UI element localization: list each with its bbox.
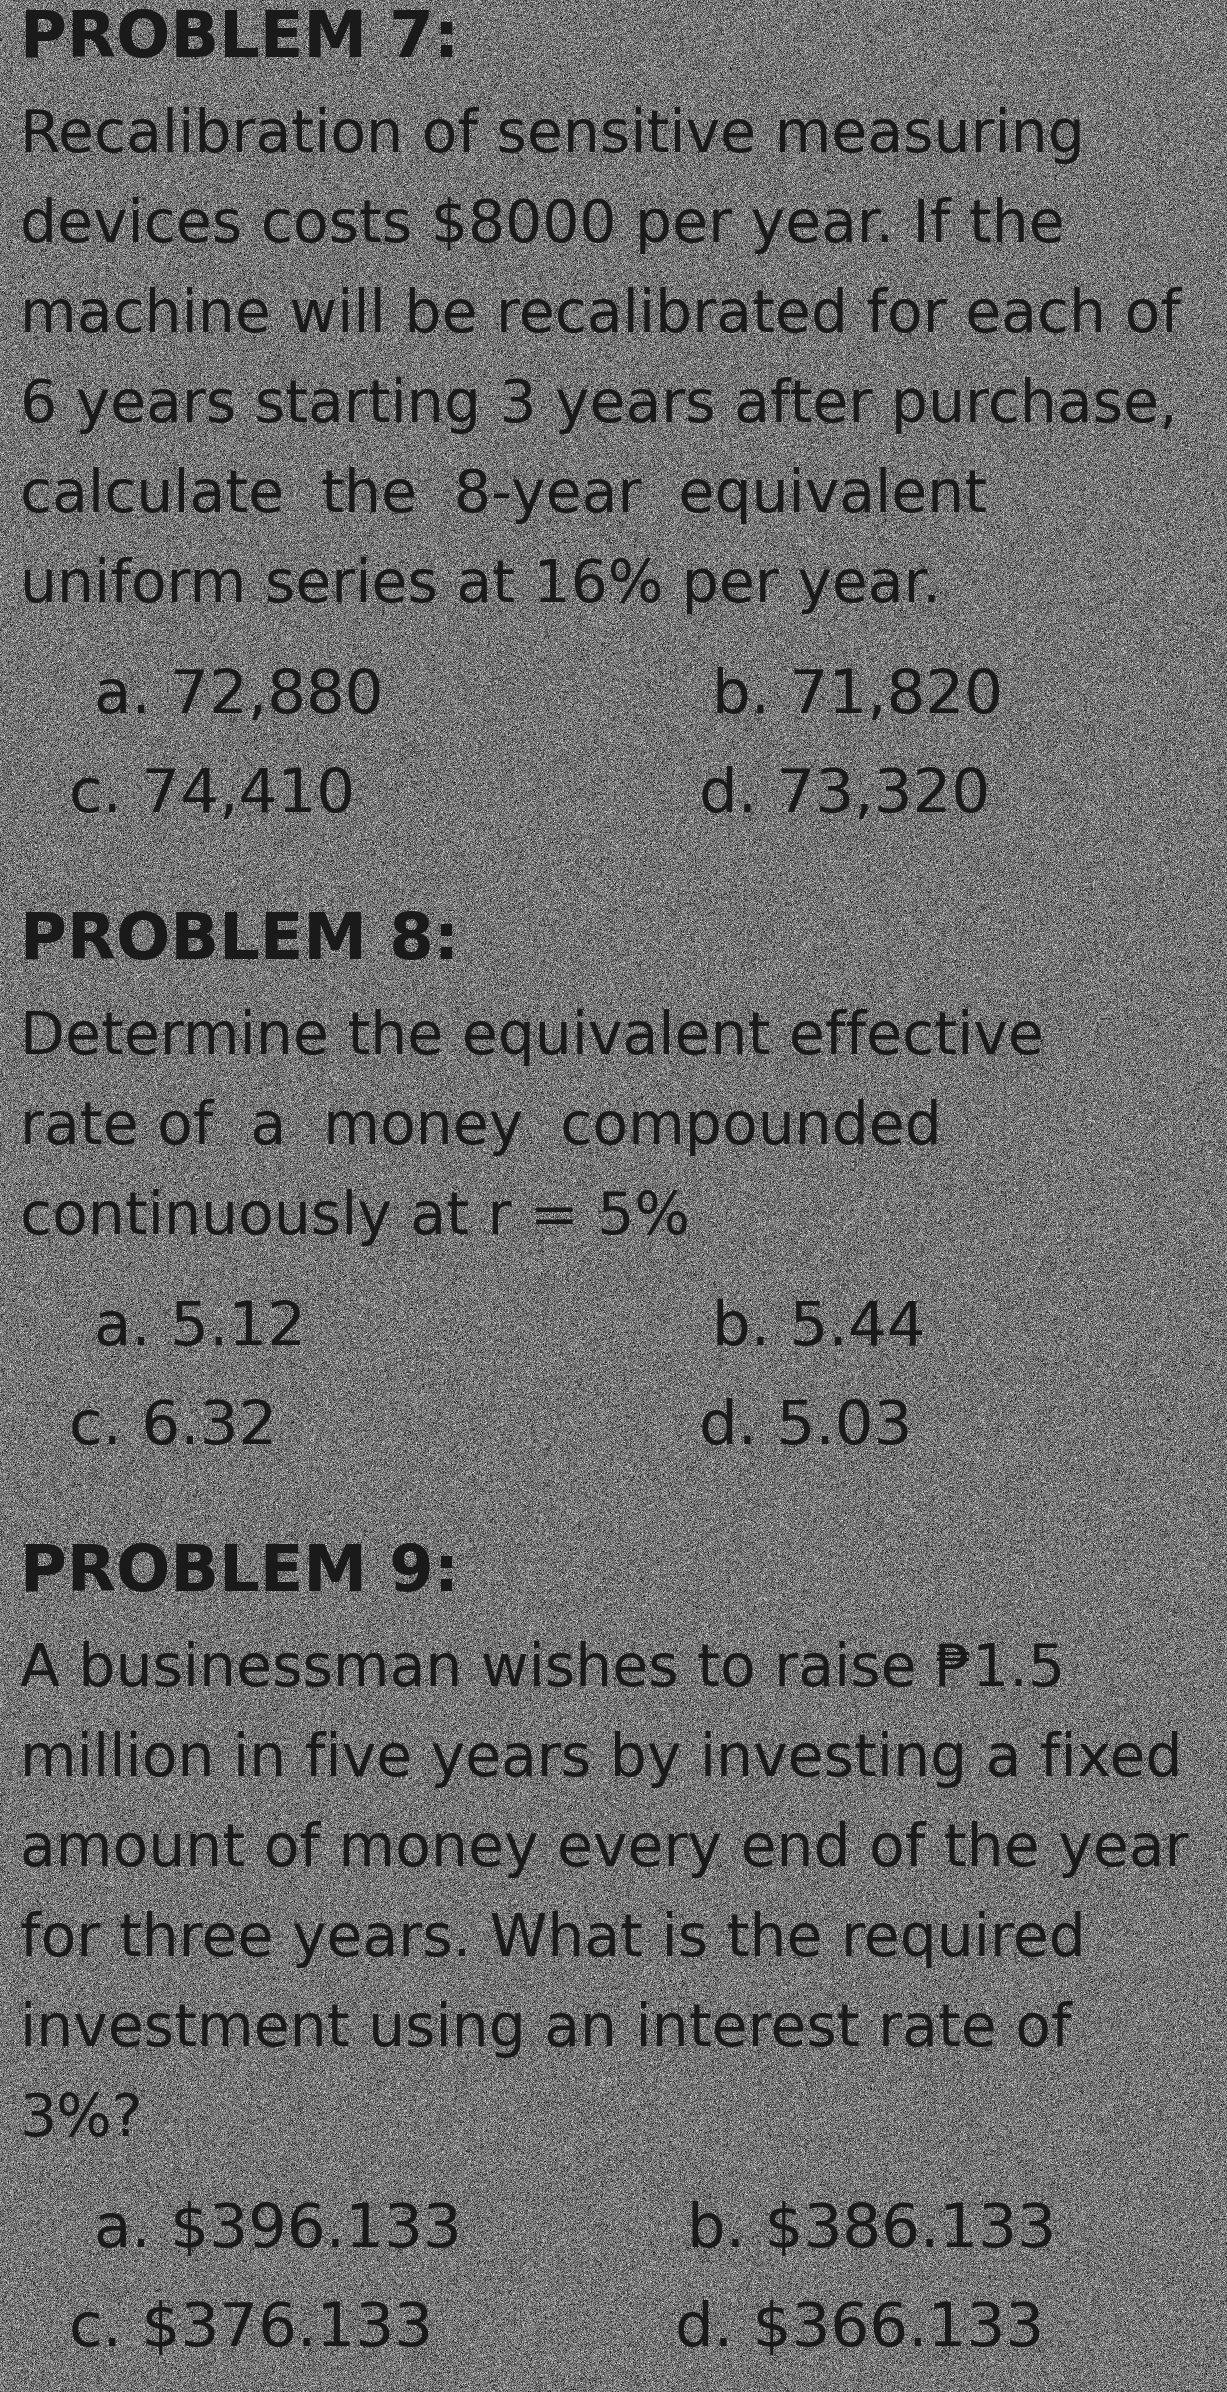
Text: a. $396.133: a. $396.133 <box>93 2201 461 2260</box>
Text: b. 5.44: b. 5.44 <box>712 1299 925 1359</box>
Text: for three years. What is the required: for three years. What is the required <box>20 1911 1086 1969</box>
Text: a. 72,880: a. 72,880 <box>93 667 383 727</box>
Text: c. $376.133: c. $376.133 <box>69 2301 433 2359</box>
Text: amount of money every end of the year: amount of money every end of the year <box>20 1820 1189 1878</box>
Text: d. 73,320: d. 73,320 <box>699 765 990 825</box>
Text: Recalibration of sensitive measuring: Recalibration of sensitive measuring <box>20 108 1085 165</box>
Text: 3%?: 3%? <box>20 2091 144 2148</box>
Text: devices costs $8000 per year. If the: devices costs $8000 per year. If the <box>20 196 1065 254</box>
Text: b. 71,820: b. 71,820 <box>712 667 1002 727</box>
Text: 6 years starting 3 years after purchase,: 6 years starting 3 years after purchase, <box>20 378 1178 433</box>
Text: investment using an interest rate of: investment using an interest rate of <box>20 2002 1071 2057</box>
Text: rate of  a  money  compounded: rate of a money compounded <box>20 1098 942 1155</box>
Text: d. 5.03: d. 5.03 <box>699 1397 913 1457</box>
Text: continuously at r = 5%: continuously at r = 5% <box>20 1189 690 1246</box>
Text: million in five years by investing a fixed: million in five years by investing a fix… <box>20 1732 1183 1787</box>
Text: PROBLEM 9:: PROBLEM 9: <box>20 1543 459 1605</box>
Text: d. $366.133: d. $366.133 <box>675 2301 1044 2359</box>
Text: b. $386.133: b. $386.133 <box>687 2201 1056 2260</box>
Text: Determine the equivalent effective: Determine the equivalent effective <box>20 1009 1044 1067</box>
Text: calculate  the  8-year  equivalent: calculate the 8-year equivalent <box>20 466 988 524</box>
Text: PROBLEM 8:: PROBLEM 8: <box>20 909 459 971</box>
Text: uniform series at 16% per year.: uniform series at 16% per year. <box>20 557 941 615</box>
Text: PROBLEM 7:: PROBLEM 7: <box>20 7 459 69</box>
Text: c. 74,410: c. 74,410 <box>69 765 355 825</box>
Text: A businessman wishes to raise ₱1.5: A businessman wishes to raise ₱1.5 <box>20 1641 1065 1698</box>
Text: a. 5.12: a. 5.12 <box>93 1299 306 1359</box>
Text: c. 6.32: c. 6.32 <box>69 1397 277 1457</box>
Text: machine will be recalibrated for each of: machine will be recalibrated for each of <box>20 287 1182 344</box>
